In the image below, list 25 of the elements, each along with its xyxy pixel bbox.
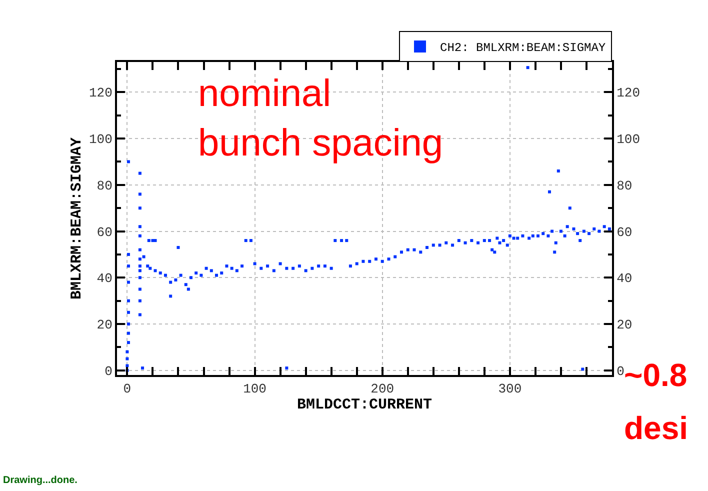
y2-tick-label: 60	[616, 224, 632, 240]
y-axis-title: BMLXRM:BEAM:SIGMAY	[68, 137, 86, 300]
y-tick-label: 120	[88, 86, 112, 101]
y-tick-label: 100	[88, 132, 112, 148]
y-tick-label: 20	[96, 318, 112, 333]
y2-tick-label: 20	[616, 318, 632, 333]
x-tick-label: 100	[243, 382, 266, 397]
x-tick-label: 200	[370, 382, 394, 397]
y2-tick-label: 0	[616, 364, 624, 379]
y-tick-label: 40	[96, 271, 112, 286]
legend-label: CH2: BMLXRM:BEAM:SIGMAY	[440, 41, 606, 56]
x-axis-title: BMLDCCT:CURRENT	[296, 396, 432, 414]
annotation: nominal bunch spacing	[198, 73, 444, 164]
y-tick-label: 80	[96, 178, 112, 194]
text: desi	[624, 410, 688, 446]
x-tick-label: 300	[498, 382, 522, 397]
text: ~0.8	[624, 357, 688, 393]
y2-tick-label: 120	[616, 86, 640, 101]
y-tick-label: 0	[104, 364, 112, 379]
x-tick-label: 0	[123, 382, 132, 397]
y-tick-label: 60	[96, 224, 112, 240]
text: Drawing...done.	[3, 475, 78, 486]
y2-tick-label: 40	[616, 271, 632, 286]
y2-tick-label: 80	[616, 178, 632, 194]
y2-tick-label: 100	[616, 132, 640, 148]
